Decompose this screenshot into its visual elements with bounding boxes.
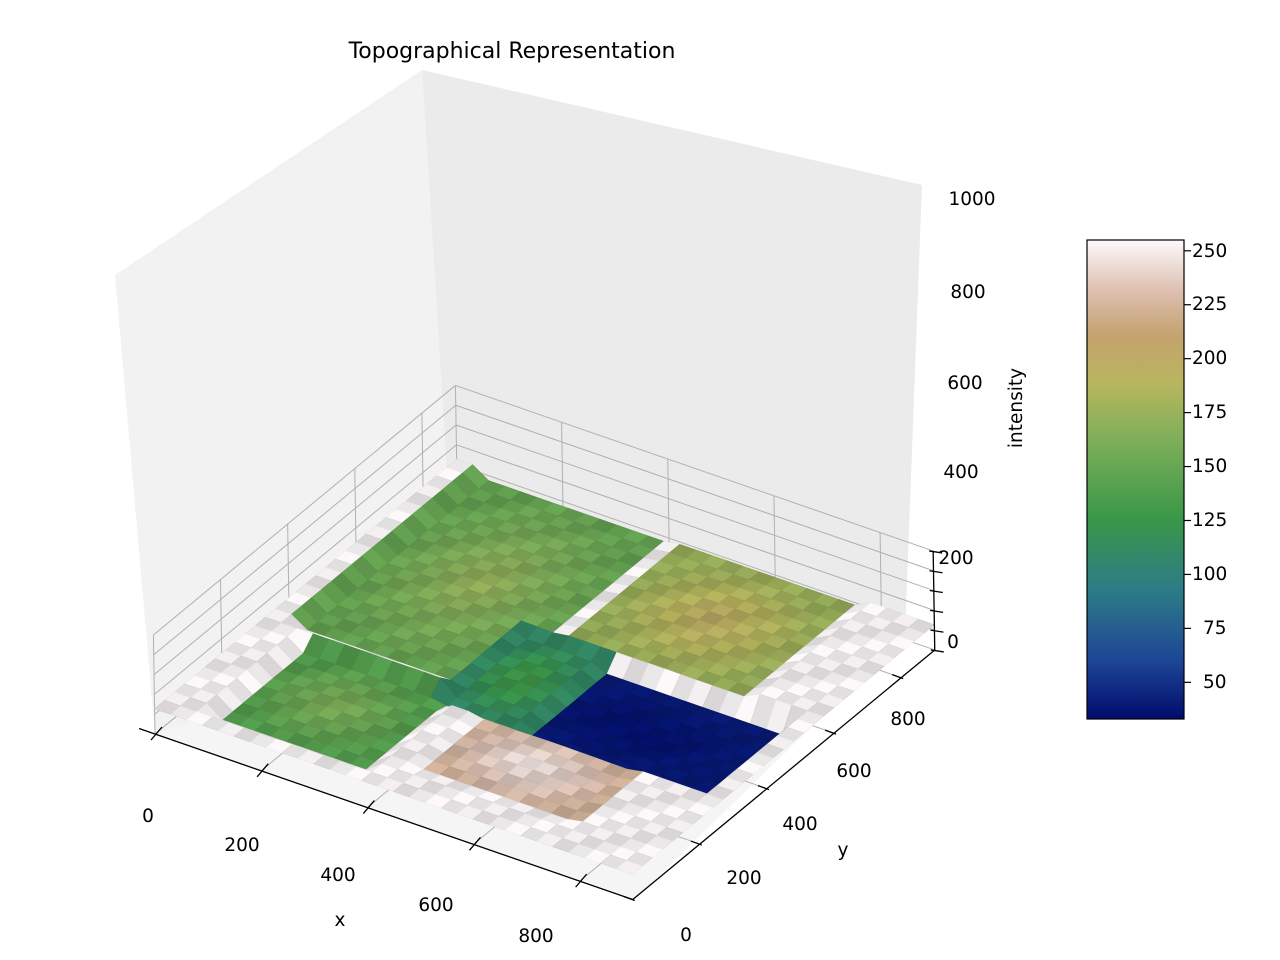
x-axis: 0 200 400 600 800 x	[142, 806, 554, 947]
grid-line-z	[456, 464, 935, 631]
grid-line-y	[152, 634, 156, 735]
grid-line-z	[153, 404, 457, 656]
z-tick-mark	[930, 649, 944, 653]
y-axis-label: y	[838, 840, 849, 861]
grid-line-z	[153, 385, 456, 636]
y-tick-mark	[891, 674, 904, 680]
z-tick-label: 0	[947, 632, 959, 653]
z-tick-mark	[929, 570, 943, 574]
y-tick-mark	[690, 840, 703, 846]
z-tick-mark	[929, 589, 943, 594]
axis-lines	[138, 550, 944, 902]
y-tick-label: 400	[782, 814, 817, 835]
colorbar-tick-label: 75	[1203, 618, 1227, 639]
colorbar-tick-label: 100	[1192, 564, 1227, 585]
x-axis-line	[138, 727, 633, 901]
colorbar-tick-label: 50	[1203, 672, 1227, 693]
colorbar-tick-label: 150	[1192, 456, 1227, 477]
grid-line-z	[154, 444, 457, 695]
y-ticks: 0 200 400 600 800	[680, 709, 926, 946]
x-tick-mark	[150, 726, 163, 741]
back-right-pane	[422, 70, 922, 636]
grid-line-z	[153, 424, 457, 675]
y-tick-mark	[824, 729, 837, 735]
z-axis-line	[932, 550, 936, 650]
z-axis: 0 200 400 600 800 1000 intensity	[938, 189, 1027, 653]
grid-line-x	[667, 458, 670, 558]
colorbar-gradient	[1086, 239, 1185, 720]
y-tick-label: 800	[890, 709, 925, 730]
z-tick-label: 200	[938, 548, 973, 569]
x-tick-label: 0	[142, 806, 154, 827]
x-tick-mark	[468, 836, 481, 851]
x-tick-label: 600	[418, 895, 453, 916]
grid-line-z	[455, 384, 934, 552]
y-tick-mark	[623, 895, 635, 902]
colorbar-tick-label: 225	[1192, 294, 1227, 315]
x-tick-mark	[362, 800, 375, 814]
y-axis-line	[632, 649, 936, 901]
grid-line-z	[455, 404, 934, 572]
colorbar-tick-label: 125	[1192, 510, 1227, 531]
z-tick-label: 800	[950, 282, 985, 303]
z-tick-label: 600	[947, 373, 982, 394]
colorbar: 50 75 100 125 150 175 200 225 250	[1086, 239, 1227, 720]
x-tick-mark	[256, 763, 269, 778]
chart-title: Topographical Representation	[348, 39, 676, 64]
surface-patch	[615, 860, 644, 875]
surface-plot	[153, 458, 936, 875]
colorbar-tick-label: 175	[1192, 402, 1227, 423]
z-tick-label: 400	[943, 462, 978, 483]
grid-line-z	[455, 424, 934, 592]
z-tick-mark	[929, 550, 943, 554]
x-axis-label: x	[335, 910, 346, 931]
grid-line-x	[561, 422, 564, 522]
colorbar-tick-label: 250	[1192, 241, 1227, 262]
z-tick-label: 1000	[948, 189, 995, 210]
colorbar-tick-labels: 50 75 100 125 150 175 200 225 250	[1192, 241, 1227, 693]
x-tick-label: 200	[224, 835, 259, 856]
y-tick-label: 600	[836, 761, 871, 782]
x-tick-label: 800	[518, 926, 553, 947]
colorbar-tick-label: 200	[1192, 348, 1227, 369]
y-tick-label: 0	[680, 925, 692, 946]
y-tick-label: 200	[726, 868, 761, 889]
z-axis-label: intensity	[1006, 368, 1027, 448]
grid-line-z	[456, 444, 935, 611]
y-axis: 0 200 400 600 800 y	[680, 709, 926, 946]
y-tick-mark	[757, 784, 770, 791]
x-tick-label: 400	[320, 865, 355, 886]
x-ticks: 0 200 400 600 800	[142, 806, 554, 947]
x-tick-mark	[575, 873, 588, 888]
z-ticks: 0 200 400 600 800 1000	[938, 189, 995, 653]
z-tick-mark	[930, 609, 944, 613]
z-tick-mark	[930, 629, 944, 633]
colorbar-ticks	[1184, 250, 1191, 683]
